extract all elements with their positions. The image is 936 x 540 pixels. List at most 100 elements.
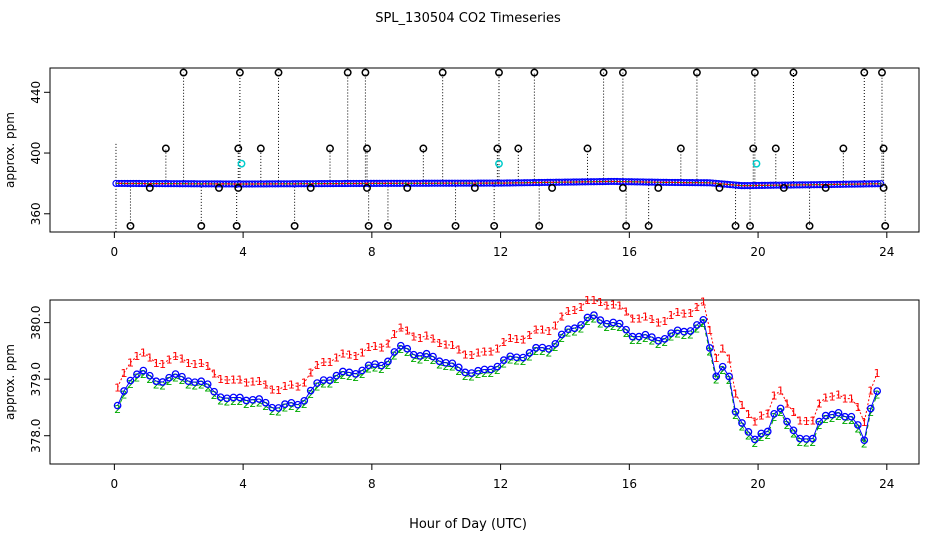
series-2-marker: 2 xyxy=(372,361,379,374)
series-2-marker: 2 xyxy=(861,438,868,451)
series-3-marker xyxy=(596,316,605,325)
low-outlier-marker xyxy=(232,221,241,230)
series-1-marker: 1 xyxy=(442,339,449,352)
series-2-marker: 2 xyxy=(449,361,456,374)
series-1-line xyxy=(117,299,878,424)
series-3-marker xyxy=(847,412,856,421)
series-2-marker: 2 xyxy=(442,360,449,373)
series-2-marker: 2 xyxy=(545,346,552,359)
low-outlier-marker xyxy=(197,221,206,230)
series-2-marker: 2 xyxy=(494,364,501,377)
series-1-marker: 1 xyxy=(191,358,198,371)
series-2-marker: 2 xyxy=(185,379,192,392)
series-1-marker: 1 xyxy=(365,341,372,354)
top-panel: 0 4 8 12 16 20 24 360 400 440 approx. ppm xyxy=(3,67,920,259)
series-2-marker: 2 xyxy=(578,322,585,335)
high-outlier-marker xyxy=(618,68,627,77)
series-2-marker: 2 xyxy=(803,436,810,449)
series-1-marker: 1 xyxy=(764,407,771,420)
series-1-marker: 1 xyxy=(558,310,565,323)
series-2-marker: 2 xyxy=(565,327,572,340)
series-1-marker: 1 xyxy=(269,384,276,397)
series-1-marker: 1 xyxy=(281,380,288,393)
series-2-marker: 2 xyxy=(211,389,218,402)
series-2-marker: 2 xyxy=(397,343,404,356)
series-1-marker: 1 xyxy=(384,337,391,350)
bottom-x-tick-label: 16 xyxy=(622,477,637,491)
series-2-marker: 2 xyxy=(294,402,301,415)
series-1-marker: 1 xyxy=(153,357,160,370)
series-1-marker: 1 xyxy=(661,315,668,328)
series-2-marker: 2 xyxy=(674,328,681,341)
series-3-marker xyxy=(261,398,270,407)
series-2-marker: 2 xyxy=(616,321,623,334)
series-2-marker: 2 xyxy=(642,332,649,345)
mid-outlier-marker xyxy=(749,144,758,153)
series-1-marker: 1 xyxy=(307,367,314,380)
series-3-marker xyxy=(255,395,264,403)
series-1-marker: 1 xyxy=(623,306,630,319)
low-outlier-marker xyxy=(622,221,631,230)
series-2-marker: 2 xyxy=(590,313,597,326)
series-2-marker: 2 xyxy=(751,437,758,450)
series-2-marker: 2 xyxy=(758,431,765,444)
series-2-marker: 2 xyxy=(410,352,417,365)
series-3-marker xyxy=(751,435,759,444)
series-3-marker xyxy=(158,378,167,386)
series-1-marker: 1 xyxy=(513,333,520,346)
series-2-marker: 2 xyxy=(146,373,153,386)
series-1-marker: 1 xyxy=(468,349,475,362)
series-2-marker: 2 xyxy=(288,400,295,413)
series-1-marker: 1 xyxy=(745,408,752,421)
series-2-marker: 2 xyxy=(352,371,359,384)
near-outlier-marker xyxy=(618,184,627,192)
series-1-marker: 1 xyxy=(249,376,256,389)
series-3-marker xyxy=(396,341,405,350)
series-1-marker: 1 xyxy=(771,390,778,403)
bottom-x-tick-label: 20 xyxy=(750,477,765,491)
series-3-marker xyxy=(519,353,527,362)
top-y-axis-label: approx. ppm xyxy=(3,112,17,188)
mid-outlier-marker xyxy=(514,144,523,153)
series-2-marker: 2 xyxy=(487,367,494,380)
series-2-marker: 2 xyxy=(764,429,771,442)
series-2-marker: 2 xyxy=(648,335,655,348)
series-2-marker: 2 xyxy=(668,331,675,344)
bottom-y-tick-label: 380.0 xyxy=(29,305,43,339)
series-3-marker xyxy=(139,366,148,375)
series-2-marker: 2 xyxy=(584,315,591,328)
high-outlier-marker xyxy=(860,68,869,77)
series-1-marker: 1 xyxy=(738,399,745,412)
series-1-marker: 1 xyxy=(578,301,585,314)
series-2-marker: 2 xyxy=(635,334,642,347)
series-3-marker xyxy=(731,407,740,416)
high-outlier-marker xyxy=(692,68,701,77)
series-1-marker: 1 xyxy=(455,343,462,356)
low-outlier-marker xyxy=(731,221,740,230)
series-2-marker: 2 xyxy=(198,379,205,392)
series-2-marker: 2 xyxy=(475,368,482,381)
series-1-marker: 1 xyxy=(436,337,443,350)
near-outlier-marker xyxy=(548,184,557,192)
series-2-marker: 2 xyxy=(790,428,797,441)
near-outlier-marker xyxy=(215,184,223,192)
series-2-marker: 2 xyxy=(166,375,173,388)
series-3-marker xyxy=(120,387,128,395)
top-panel-frame xyxy=(49,67,920,233)
series-3-marker xyxy=(725,372,733,381)
series-3-marker xyxy=(570,324,579,333)
series-1-marker: 1 xyxy=(224,374,231,387)
series-1-marker: 1 xyxy=(494,343,501,356)
series-2-marker: 2 xyxy=(500,358,507,371)
series-2-marker: 2 xyxy=(262,400,269,413)
series-3-marker xyxy=(738,419,746,427)
series-2-marker: 2 xyxy=(661,336,668,349)
bottom-y-tick-label: 378.0 xyxy=(29,419,43,453)
high-outlier-marker xyxy=(495,68,503,77)
series-1-marker: 1 xyxy=(822,392,829,405)
series-1-marker: 1 xyxy=(803,415,810,428)
series-1-marker: 1 xyxy=(217,373,224,386)
series-3-marker xyxy=(499,356,508,364)
near-outlier-marker xyxy=(363,184,371,192)
